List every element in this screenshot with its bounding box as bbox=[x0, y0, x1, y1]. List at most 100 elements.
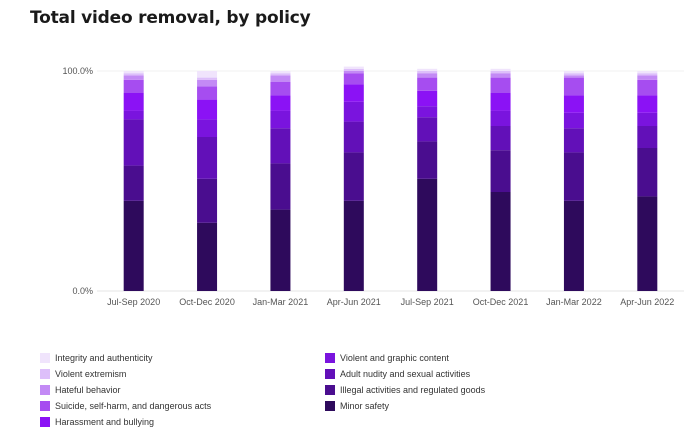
legend-item[interactable]: Integrity and authenticity bbox=[40, 350, 211, 366]
bar-segment[interactable] bbox=[637, 148, 658, 197]
bar-segment[interactable] bbox=[563, 200, 584, 291]
legend-item[interactable]: Adult nudity and sexual activities bbox=[325, 366, 485, 382]
legend-item[interactable]: Illegal activities and regulated goods bbox=[325, 382, 485, 398]
bar-segment[interactable] bbox=[270, 71, 291, 74]
legend-item[interactable]: Violent extremism bbox=[40, 366, 211, 382]
bar-segment[interactable] bbox=[563, 71, 584, 74]
legend-swatch bbox=[40, 401, 50, 411]
bar-segment[interactable] bbox=[637, 196, 658, 291]
bar-segment[interactable] bbox=[343, 152, 364, 201]
bar-segment[interactable] bbox=[417, 68, 438, 71]
bar-segment[interactable] bbox=[563, 73, 584, 76]
bar-segment[interactable] bbox=[197, 77, 218, 80]
bar-segment[interactable] bbox=[343, 68, 364, 71]
bar-segment[interactable] bbox=[637, 79, 658, 96]
bar-segment[interactable] bbox=[490, 71, 511, 74]
legend-item[interactable]: Hateful behavior bbox=[40, 382, 211, 398]
bar-segment[interactable] bbox=[490, 126, 511, 151]
bar-segment[interactable] bbox=[343, 84, 364, 102]
bar-segment[interactable] bbox=[123, 75, 144, 80]
bar-segment[interactable] bbox=[490, 73, 511, 78]
bar-segment[interactable] bbox=[417, 141, 438, 179]
bar-segment[interactable] bbox=[490, 68, 511, 71]
bar-segment[interactable] bbox=[637, 95, 658, 113]
bar-segment[interactable] bbox=[563, 77, 584, 96]
bar-segment[interactable] bbox=[197, 79, 218, 87]
legend-swatch bbox=[325, 385, 335, 395]
bar-segment[interactable] bbox=[563, 128, 584, 153]
bar-segment[interactable] bbox=[343, 101, 364, 122]
bar-segment[interactable] bbox=[270, 95, 291, 111]
bar-segment[interactable] bbox=[417, 77, 438, 91]
bar-segment[interactable] bbox=[123, 79, 144, 93]
bar-segment[interactable] bbox=[490, 77, 511, 93]
bar-segment[interactable] bbox=[490, 150, 511, 192]
x-tick-label: Jan-Mar 2022 bbox=[546, 297, 602, 307]
bar-segment[interactable] bbox=[343, 71, 364, 74]
bar-segment[interactable] bbox=[123, 165, 144, 201]
bar-segment[interactable] bbox=[563, 95, 584, 113]
legend-swatch bbox=[325, 369, 335, 379]
legend-item[interactable]: Harassment and bullying bbox=[40, 414, 211, 430]
legend-label: Hateful behavior bbox=[55, 385, 121, 395]
legend-item[interactable]: Minor safety bbox=[325, 398, 485, 414]
bar-segment[interactable] bbox=[343, 73, 364, 85]
bar-segment[interactable] bbox=[270, 209, 291, 291]
bar-segment[interactable] bbox=[270, 82, 291, 96]
bar-segment[interactable] bbox=[490, 192, 511, 291]
bar-segment[interactable] bbox=[637, 75, 658, 80]
bar-segment[interactable] bbox=[417, 178, 438, 291]
bar-segment[interactable] bbox=[417, 117, 438, 142]
bar-segment[interactable] bbox=[343, 200, 364, 291]
bar-segment[interactable] bbox=[637, 126, 658, 148]
bar-segment[interactable] bbox=[270, 163, 291, 210]
legend-item[interactable]: Violent and graphic content bbox=[325, 350, 485, 366]
bar-segment[interactable] bbox=[563, 75, 584, 78]
bar-segment[interactable] bbox=[490, 110, 511, 126]
bar-segment[interactable] bbox=[270, 110, 291, 129]
bar-segment[interactable] bbox=[123, 73, 144, 76]
legend-col-1: Integrity and authenticity Violent extrem… bbox=[40, 350, 211, 430]
legend-swatch bbox=[325, 353, 335, 363]
bar-segment[interactable] bbox=[637, 112, 658, 126]
legend-col-2: Violent and graphic content Adult nudity … bbox=[325, 350, 485, 414]
legend-swatch bbox=[40, 385, 50, 395]
bar-segment[interactable] bbox=[270, 73, 291, 76]
bar-segment[interactable] bbox=[563, 112, 584, 129]
bar-segment[interactable] bbox=[343, 121, 364, 153]
bar-segment[interactable] bbox=[270, 128, 291, 164]
bar-segment[interactable] bbox=[197, 222, 218, 291]
bar-segment[interactable] bbox=[270, 75, 291, 82]
bar-segment[interactable] bbox=[417, 71, 438, 74]
x-tick-label: Oct-Dec 2020 bbox=[179, 297, 235, 307]
legend-label: Adult nudity and sexual activities bbox=[340, 369, 471, 379]
bar-segment[interactable] bbox=[123, 200, 144, 291]
bar-segment[interactable] bbox=[417, 90, 438, 107]
legend-label: Harassment and bullying bbox=[55, 417, 155, 427]
bar-segment[interactable] bbox=[197, 86, 218, 100]
bar-segment[interactable] bbox=[417, 73, 438, 78]
bar-segment[interactable] bbox=[197, 137, 218, 179]
bar-segment[interactable] bbox=[197, 119, 218, 137]
bar-segment[interactable] bbox=[197, 178, 218, 223]
bar-segment[interactable] bbox=[637, 73, 658, 76]
legend-swatch bbox=[40, 353, 50, 363]
bar-segment[interactable] bbox=[490, 93, 511, 111]
chart-title: Total video removal, by policy bbox=[30, 8, 311, 28]
bar-segment[interactable] bbox=[343, 66, 364, 69]
legend-swatch bbox=[40, 369, 50, 379]
bar-segment[interactable] bbox=[417, 106, 438, 118]
x-tick-label: Jul-Sep 2020 bbox=[107, 297, 160, 307]
legend-item[interactable]: Suicide, self-harm, and dangerous acts bbox=[40, 398, 211, 414]
bar-segment[interactable] bbox=[637, 71, 658, 74]
x-tick-label: Oct-Dec 2021 bbox=[473, 297, 529, 307]
bar-segment[interactable] bbox=[123, 119, 144, 166]
bar-segment[interactable] bbox=[123, 93, 144, 111]
bar-segment[interactable] bbox=[123, 71, 144, 74]
bar-segment[interactable] bbox=[123, 110, 144, 120]
x-tick-label: Jul-Sep 2021 bbox=[401, 297, 454, 307]
bar-segment[interactable] bbox=[197, 71, 218, 78]
y-tick-label: 100.0% bbox=[62, 66, 93, 76]
bar-segment[interactable] bbox=[563, 152, 584, 201]
bar-segment[interactable] bbox=[197, 99, 218, 120]
